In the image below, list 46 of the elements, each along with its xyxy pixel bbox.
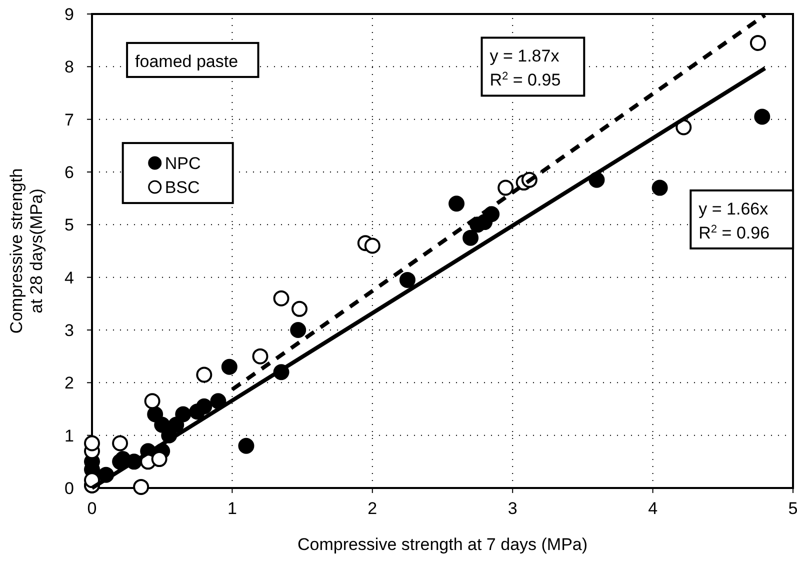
x-tick-label: 0: [87, 499, 97, 518]
point: [291, 300, 308, 317]
legend-label: NPC: [164, 154, 201, 174]
y-tick-label: 7: [64, 110, 74, 130]
point: [754, 108, 770, 125]
point: [112, 435, 128, 452]
point: [175, 406, 192, 422]
point: [196, 366, 212, 383]
x-tick-label: 4: [648, 499, 658, 518]
y-tick-label: 1: [64, 426, 74, 446]
y-tick-label: 8: [64, 58, 74, 77]
y-tick-label: 0: [64, 479, 74, 498]
point: [84, 435, 100, 452]
x-tick-label: 2: [368, 499, 378, 518]
point: [652, 180, 668, 196]
point: [448, 196, 465, 212]
y-tick-label: 3: [64, 321, 74, 340]
annotation: foamed paste: [135, 52, 238, 71]
y-axis-title: Compressive strength at 28 days(MPa): [7, 168, 46, 334]
point: [196, 398, 212, 414]
x-tick-label: 3: [508, 499, 518, 518]
annotation: y = 1.87x R$^{2}$ = 0.95: [490, 46, 561, 90]
y-tick-label: 5: [64, 216, 74, 235]
point: [238, 438, 254, 454]
point: [84, 472, 100, 488]
point: [750, 34, 766, 51]
point: [252, 348, 268, 364]
point: [498, 180, 514, 196]
y-tick-label: 6: [64, 163, 74, 182]
point: [364, 238, 380, 254]
y-tick-label: 9: [64, 5, 74, 24]
x-tick-label: 5: [788, 499, 797, 518]
y-tick-label: 2: [64, 374, 74, 393]
x-axis-title: Compressive strength at 7 days (MPa): [297, 535, 588, 554]
y-tick-label: 4: [64, 268, 74, 288]
point: [144, 393, 160, 410]
point: [462, 230, 479, 246]
legend-label: BSC: [164, 178, 200, 198]
point: [399, 272, 416, 288]
x-tick-label: 1: [227, 499, 237, 518]
point: [290, 322, 306, 338]
point: [151, 451, 168, 468]
point: [273, 290, 290, 306]
point: [133, 478, 150, 495]
point: [221, 358, 238, 375]
annotation: y = 1.66x R$^{2}$ = 0.96: [698, 199, 770, 242]
